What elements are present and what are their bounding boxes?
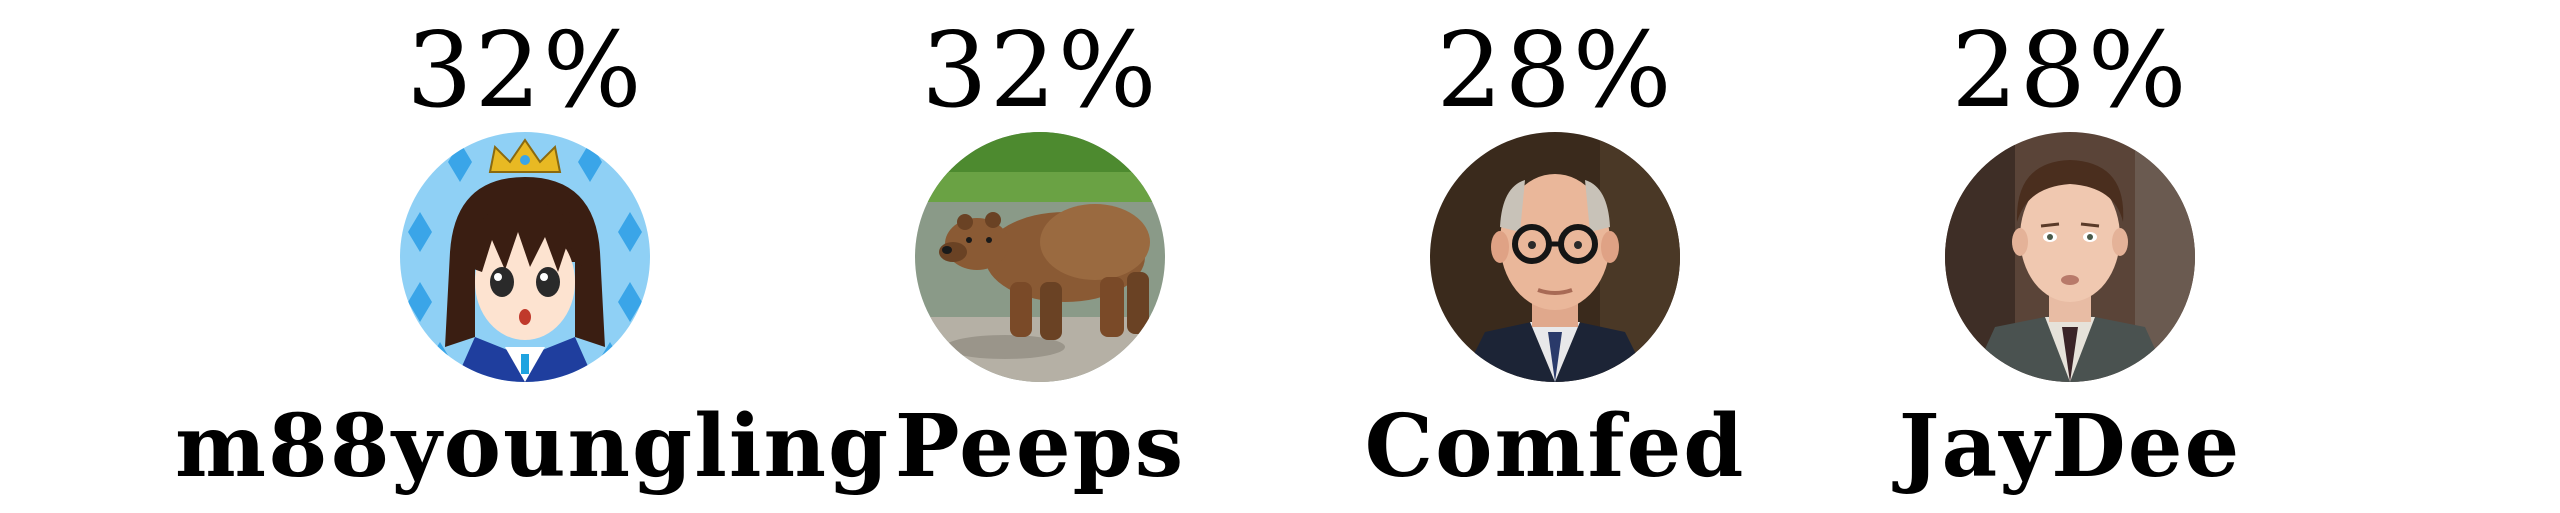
brown-bear-avatar-icon (915, 132, 1165, 382)
player-percent: 28% (1951, 9, 2189, 131)
player-card-m88youngling: 32% (175, 0, 891, 513)
player-card-peeps: 32% Peeps (690, 0, 1390, 513)
player-card-comfed: 28% Comfed (1205, 0, 1905, 513)
player-percent: 28% (1436, 9, 1674, 131)
man-suit-avatar-icon (1945, 132, 2195, 382)
player-percent: 32% (406, 9, 644, 131)
player-name: m88youngling (175, 396, 891, 497)
player-name: Peeps (894, 396, 1186, 497)
man-glasses-avatar-icon (1430, 132, 1680, 382)
player-card-jaydee: 28% Jay (1720, 0, 2420, 513)
player-name: Comfed (1364, 396, 1746, 497)
player-name: JayDee (1898, 396, 2242, 497)
player-percent: 32% (921, 9, 1159, 131)
anime-girl-crown-avatar-icon (400, 132, 650, 382)
